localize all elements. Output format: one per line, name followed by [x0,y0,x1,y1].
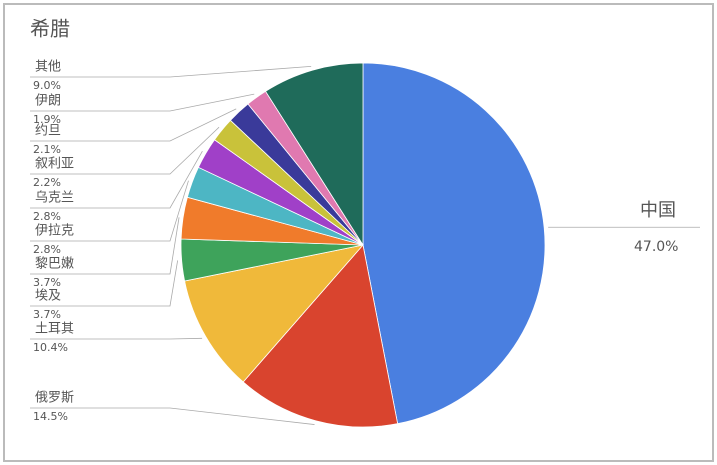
slice-value: 2.2% [33,176,61,189]
leader-line [30,180,189,242]
pie-slice [242,244,399,428]
slice-label: 乌克兰 [35,190,74,206]
slice-value: 1.9% [33,113,61,126]
slice-value: 2.1% [33,143,61,156]
slice-value: 14.5% [33,410,68,423]
slice-value: 47.0% [634,239,678,255]
slice-label: 土耳其 [35,322,74,337]
leader-line [30,126,220,175]
slice-label: 俄罗斯 [35,391,74,406]
leader-line [30,217,180,275]
slice-value: 2.8% [33,210,61,223]
leader-line [30,407,315,425]
leader-line [30,337,203,340]
leader-line [30,150,203,209]
slice-label: 中国 [640,200,676,221]
slice-label: 伊朗 [35,94,61,109]
slice-value: 3.7% [33,308,61,321]
slice-value: 3.7% [33,276,61,289]
slice-value: 10.4% [33,341,68,354]
slice-label: 叙利亚 [35,157,74,172]
slice-label: 约旦 [35,124,61,139]
slice-label: 其他 [35,60,61,75]
slice-value: 9.0% [33,79,61,92]
slice-label: 埃及 [35,289,61,304]
pie-slice [362,62,546,425]
slice-value: 2.8% [33,243,61,256]
leader-line [30,108,237,142]
leader-line [30,260,179,307]
pie-slice [265,62,364,247]
slice-label: 伊拉克 [35,224,74,239]
leader-line [30,65,312,78]
chart-title: 希腊 [30,17,70,41]
pie-slice [184,244,365,383]
leader-line [30,93,255,112]
slice-label: 黎巴嫩 [35,257,74,272]
